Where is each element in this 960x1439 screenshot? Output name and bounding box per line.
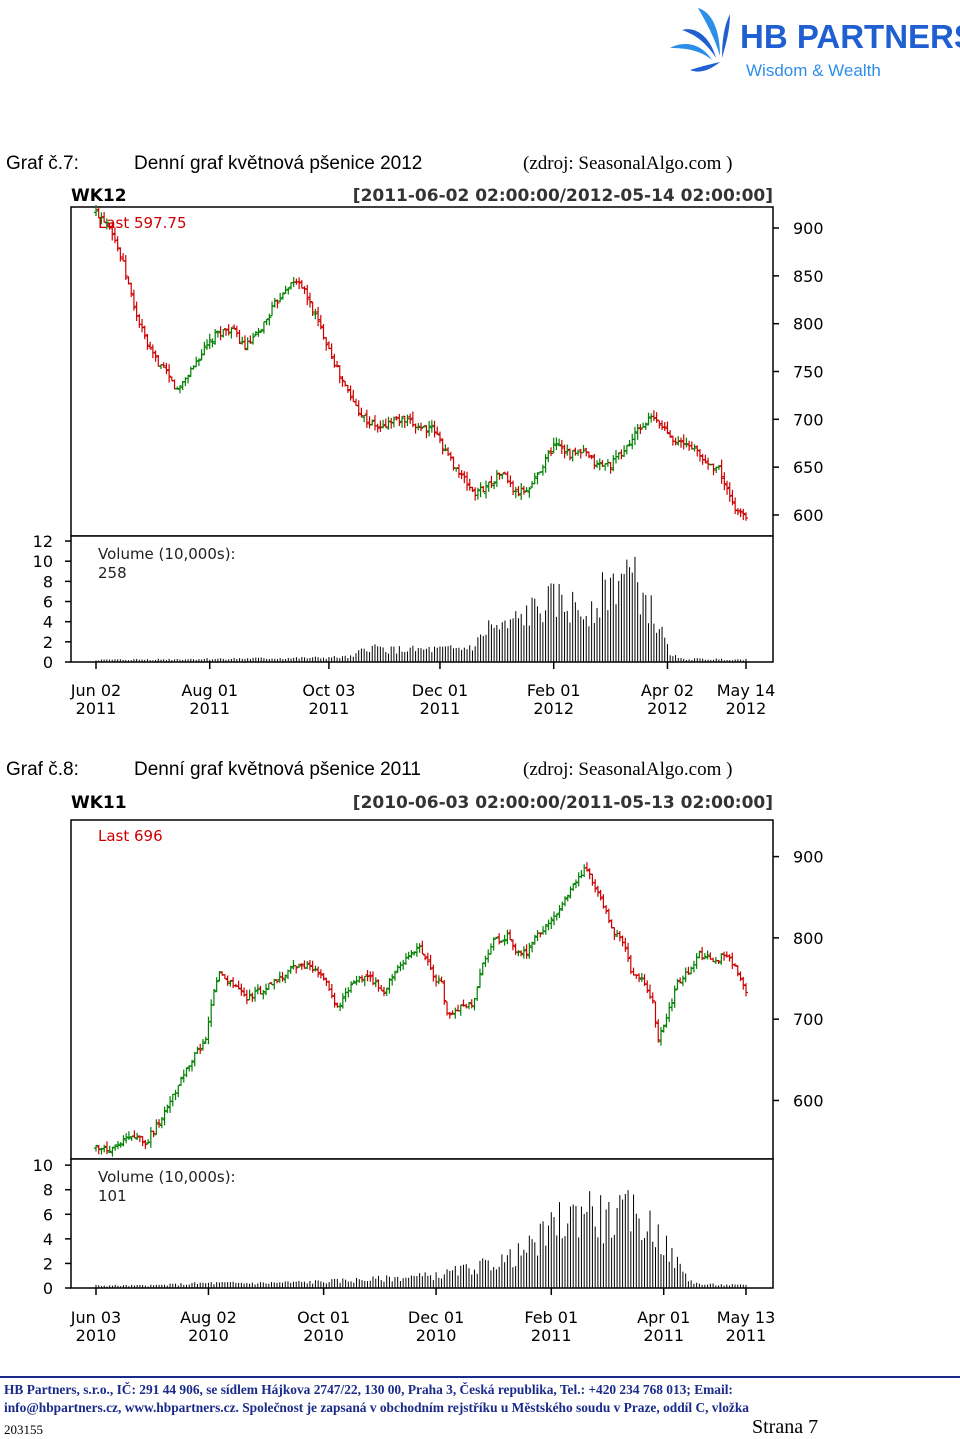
x-tick-label: Feb 01 [524,1308,578,1327]
price-tick-label: 600 [793,506,824,525]
volume-panel [70,1158,774,1289]
volume-tick-label: 12 [33,532,53,551]
x-tick-year-label: 2010 [188,1326,229,1345]
x-tick-label: Apr 02 [641,681,694,700]
x-tick-year-label: 2012 [533,699,574,718]
x-tick-year-label: 2011 [189,699,230,718]
figure-caption-2: Graf č.8: Denní graf květnová pšenice 20… [6,759,956,785]
x-tick-label: Dec 01 [412,681,468,700]
caption-label: Graf č.7: [6,153,79,174]
x-tick-label: Jun 02 [70,681,121,700]
x-tick-label: Aug 01 [181,681,238,700]
caption-title: Denní graf květnová pšenice 2012 [134,153,423,174]
x-tick-year-label: 2011 [309,699,350,718]
last-price-label: Last 597.75 [98,214,187,232]
x-tick-label: May 14 [717,681,776,700]
volume-tick-label: 4 [43,613,53,632]
chart-date-range: [2011-06-02 02:00:00/2012-05-14 02:00:00… [353,186,773,206]
x-tick-year-label: 2011 [76,699,117,718]
price-panel [70,206,774,537]
price-tick-label: 900 [793,219,824,238]
caption-source: (zdroj: SeasonalAlgo.com ) [523,153,733,174]
volume-value: 101 [98,1187,127,1205]
last-price-label: Last 696 [98,827,163,845]
x-tick-label: Jun 03 [70,1308,121,1327]
x-tick-label: May 13 [717,1308,776,1327]
x-tick-label: Feb 01 [527,681,581,700]
x-tick-year-label: 2012 [726,699,767,718]
price-tick-label: 600 [793,1091,824,1110]
price-tick-label: 650 [793,458,824,477]
volume-tick-label: 8 [43,1181,53,1200]
wheat-2012-chart: WK12 [2011-06-02 02:00:00/2012-05-14 02:0… [33,186,824,718]
volume-label: Volume (10,000s): [98,545,236,563]
svg-text:Wisdom & Wealth: Wisdom & Wealth [746,61,881,80]
price-tick-label: 700 [793,410,824,429]
volume-tick-label: 0 [43,1279,53,1298]
x-tick-year-label: 2010 [303,1326,344,1345]
price-tick-label: 800 [793,315,824,334]
x-tick-label: Oct 03 [302,681,355,700]
footer-company-line: HB Partners, s.r.o., IČ: 291 44 906, se … [4,1382,733,1397]
price-tick-label: 700 [793,1010,824,1029]
volume-value: 258 [98,564,127,582]
x-tick-year-label: 2012 [647,699,688,718]
svg-text:HB PARTNERS: HB PARTNERS [740,18,960,55]
page-number: Strana 7 [752,1416,819,1438]
figure-caption-1: Graf č.7: Denní graf květnová pšenice 20… [6,153,956,179]
chart-symbol: WK11 [71,793,127,813]
chart-symbol: WK12 [71,186,127,206]
x-tick-year-label: 2011 [643,1326,684,1345]
footer-registry-number: 203155 [4,1422,43,1437]
x-tick-year-label: 2011 [726,1326,767,1345]
volume-tick-label: 8 [43,572,53,591]
volume-tick-label: 2 [43,1254,53,1273]
price-tick-label: 900 [793,848,824,867]
volume-tick-label: 4 [43,1230,53,1249]
x-tick-year-label: 2011 [420,699,461,718]
volume-tick-label: 10 [33,1156,53,1175]
volume-tick-label: 2 [43,633,53,652]
x-tick-label: Dec 01 [408,1308,464,1327]
x-tick-label: Oct 01 [297,1308,350,1327]
x-tick-year-label: 2011 [531,1326,572,1345]
caption-source: (zdroj: SeasonalAlgo.com ) [523,759,733,780]
x-tick-label: Apr 01 [637,1308,690,1327]
caption-title: Denní graf květnová pšenice 2011 [134,759,421,780]
x-tick-year-label: 2010 [76,1326,117,1345]
price-tick-label: 800 [793,929,824,948]
price-tick-label: 850 [793,267,824,286]
volume-tick-label: 6 [43,1205,53,1224]
price-tick-label: 750 [793,363,824,382]
page-footer: HB Partners, s.r.o., IČ: 291 44 906, se … [0,1376,960,1439]
volume-tick-label: 10 [33,552,53,571]
volume-label: Volume (10,000s): [98,1168,236,1186]
price-panel [70,819,774,1160]
hb-partners-logo: HB PARTNERS Wisdom & Wealth [660,0,960,95]
caption-label: Graf č.8: [6,759,79,780]
volume-panel [70,535,774,663]
x-tick-label: Aug 02 [180,1308,237,1327]
volume-tick-label: 6 [43,593,53,612]
logo-mark-icon: HB PARTNERS Wisdom & Wealth [670,8,960,80]
volume-tick-label: 0 [43,653,53,672]
footer-contact-line: info@hbpartners.cz, www.hbpartners.cz. S… [4,1400,750,1415]
chart-date-range: [2010-06-03 02:00:00/2011-05-13 02:00:00… [353,793,773,813]
x-tick-year-label: 2010 [416,1326,457,1345]
wheat-2011-chart: WK11 [2010-06-03 02:00:00/2011-05-13 02:0… [33,793,824,1345]
